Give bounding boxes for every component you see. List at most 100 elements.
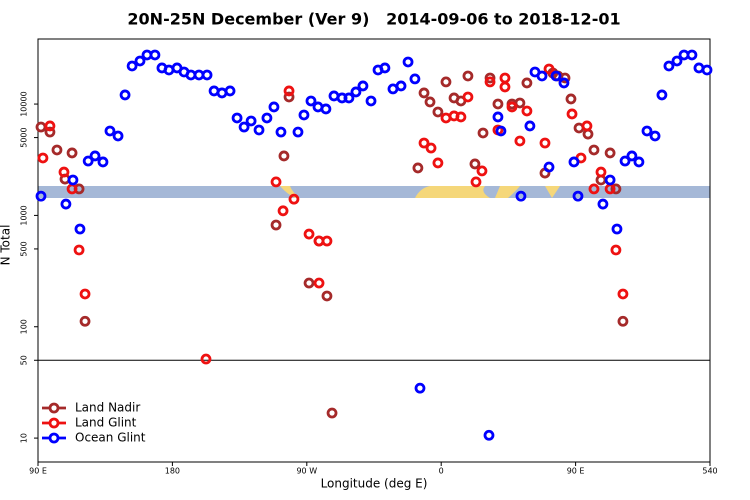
data-point: [292, 126, 304, 138]
data-point: [67, 174, 79, 186]
data-point: [641, 125, 653, 137]
data-point: [414, 382, 426, 394]
data-point: [597, 198, 609, 210]
y-tick-label: 100: [20, 319, 29, 334]
data-point: [277, 205, 289, 217]
y-tick-label: 5000: [20, 127, 29, 147]
legend-label: Ocean Glint: [75, 431, 146, 445]
legend-label: Land Glint: [75, 416, 137, 430]
data-point: [484, 72, 496, 84]
data-point: [35, 121, 47, 133]
data-point: [626, 150, 638, 162]
x-tick-label: 540: [702, 467, 717, 476]
data-point: [409, 73, 421, 85]
x-tick-label: 90 E: [567, 467, 585, 476]
x-tick-label: 90 W: [296, 467, 317, 476]
data-point: [402, 56, 414, 68]
data-point: [224, 85, 236, 97]
data-point: [66, 147, 78, 159]
data-point: [477, 127, 489, 139]
data-point: [412, 162, 424, 174]
data-point: [521, 105, 533, 117]
y-axis-label: N Total: [0, 225, 13, 266]
data-point: [74, 223, 86, 235]
data-point: [595, 166, 607, 178]
data-point: [326, 407, 338, 419]
data-point: [112, 130, 124, 142]
data-point: [470, 176, 482, 188]
data-point: [275, 126, 287, 138]
data-point: [539, 137, 551, 149]
data-point: [568, 156, 580, 168]
data-point: [701, 64, 713, 76]
data-point: [588, 144, 600, 156]
data-point: [515, 190, 527, 202]
data-point: [320, 103, 332, 115]
data-point: [149, 49, 161, 61]
data-point: [610, 183, 622, 195]
data-point: [89, 150, 101, 162]
plot-frame: [37, 38, 711, 463]
data-point: [343, 92, 355, 104]
data-point: [321, 290, 333, 302]
data-point: [686, 49, 698, 61]
data-point: [492, 98, 504, 110]
data-point: [201, 69, 213, 81]
data-point: [79, 288, 91, 300]
y-tick-label: 500: [20, 241, 29, 256]
y-tick-label: 10: [20, 433, 29, 443]
data-point: [492, 111, 504, 123]
data-point: [617, 288, 629, 300]
data-point: [395, 80, 407, 92]
data-point: [455, 111, 467, 123]
data-point: [514, 97, 526, 109]
data-point: [305, 95, 317, 107]
x-tick-label: 180: [165, 467, 180, 476]
data-point: [44, 120, 56, 132]
data-point: [649, 130, 661, 142]
data-point: [245, 115, 257, 127]
data-point: [200, 353, 212, 365]
data-point: [566, 108, 578, 120]
data-point: [261, 112, 273, 124]
x-axis-label: Longitude (deg E): [321, 477, 428, 491]
data-point: [303, 277, 315, 289]
data-point: [425, 142, 437, 154]
data-point: [270, 176, 282, 188]
legend-marker: [48, 432, 60, 444]
data-point: [495, 125, 507, 137]
legend-marker: [48, 402, 60, 414]
data-point: [462, 91, 474, 103]
data-point: [588, 183, 600, 195]
data-point: [44, 126, 56, 138]
data-point: [365, 95, 377, 107]
data-point: [313, 277, 325, 289]
chart-title: 20N-25N December (Ver 9) 2014-09-06 to 2…: [127, 10, 620, 29]
data-point: [610, 244, 622, 256]
x-tick-label: 0: [439, 467, 444, 476]
data-point: [543, 63, 555, 75]
data-point: [524, 120, 536, 132]
data-point: [134, 55, 146, 67]
data-point: [619, 155, 631, 167]
data-point: [521, 77, 533, 89]
data-point: [253, 124, 265, 136]
x-tick-label: 90 E: [29, 467, 47, 476]
data-point: [283, 85, 295, 97]
y-tick-label: 10000: [20, 91, 29, 116]
data-point: [536, 70, 548, 82]
legend-label: Land Nadir: [75, 401, 140, 415]
data-point: [82, 155, 94, 167]
data-point: [288, 193, 300, 205]
data-point: [418, 137, 430, 149]
data-point: [617, 315, 629, 327]
data-point: [499, 72, 511, 84]
data-point: [432, 157, 444, 169]
y-tick-label: 50: [20, 355, 29, 365]
data-point: [581, 120, 593, 132]
data-point: [268, 101, 280, 113]
data-point: [476, 165, 488, 177]
data-point: [462, 70, 474, 82]
data-point: [119, 89, 131, 101]
